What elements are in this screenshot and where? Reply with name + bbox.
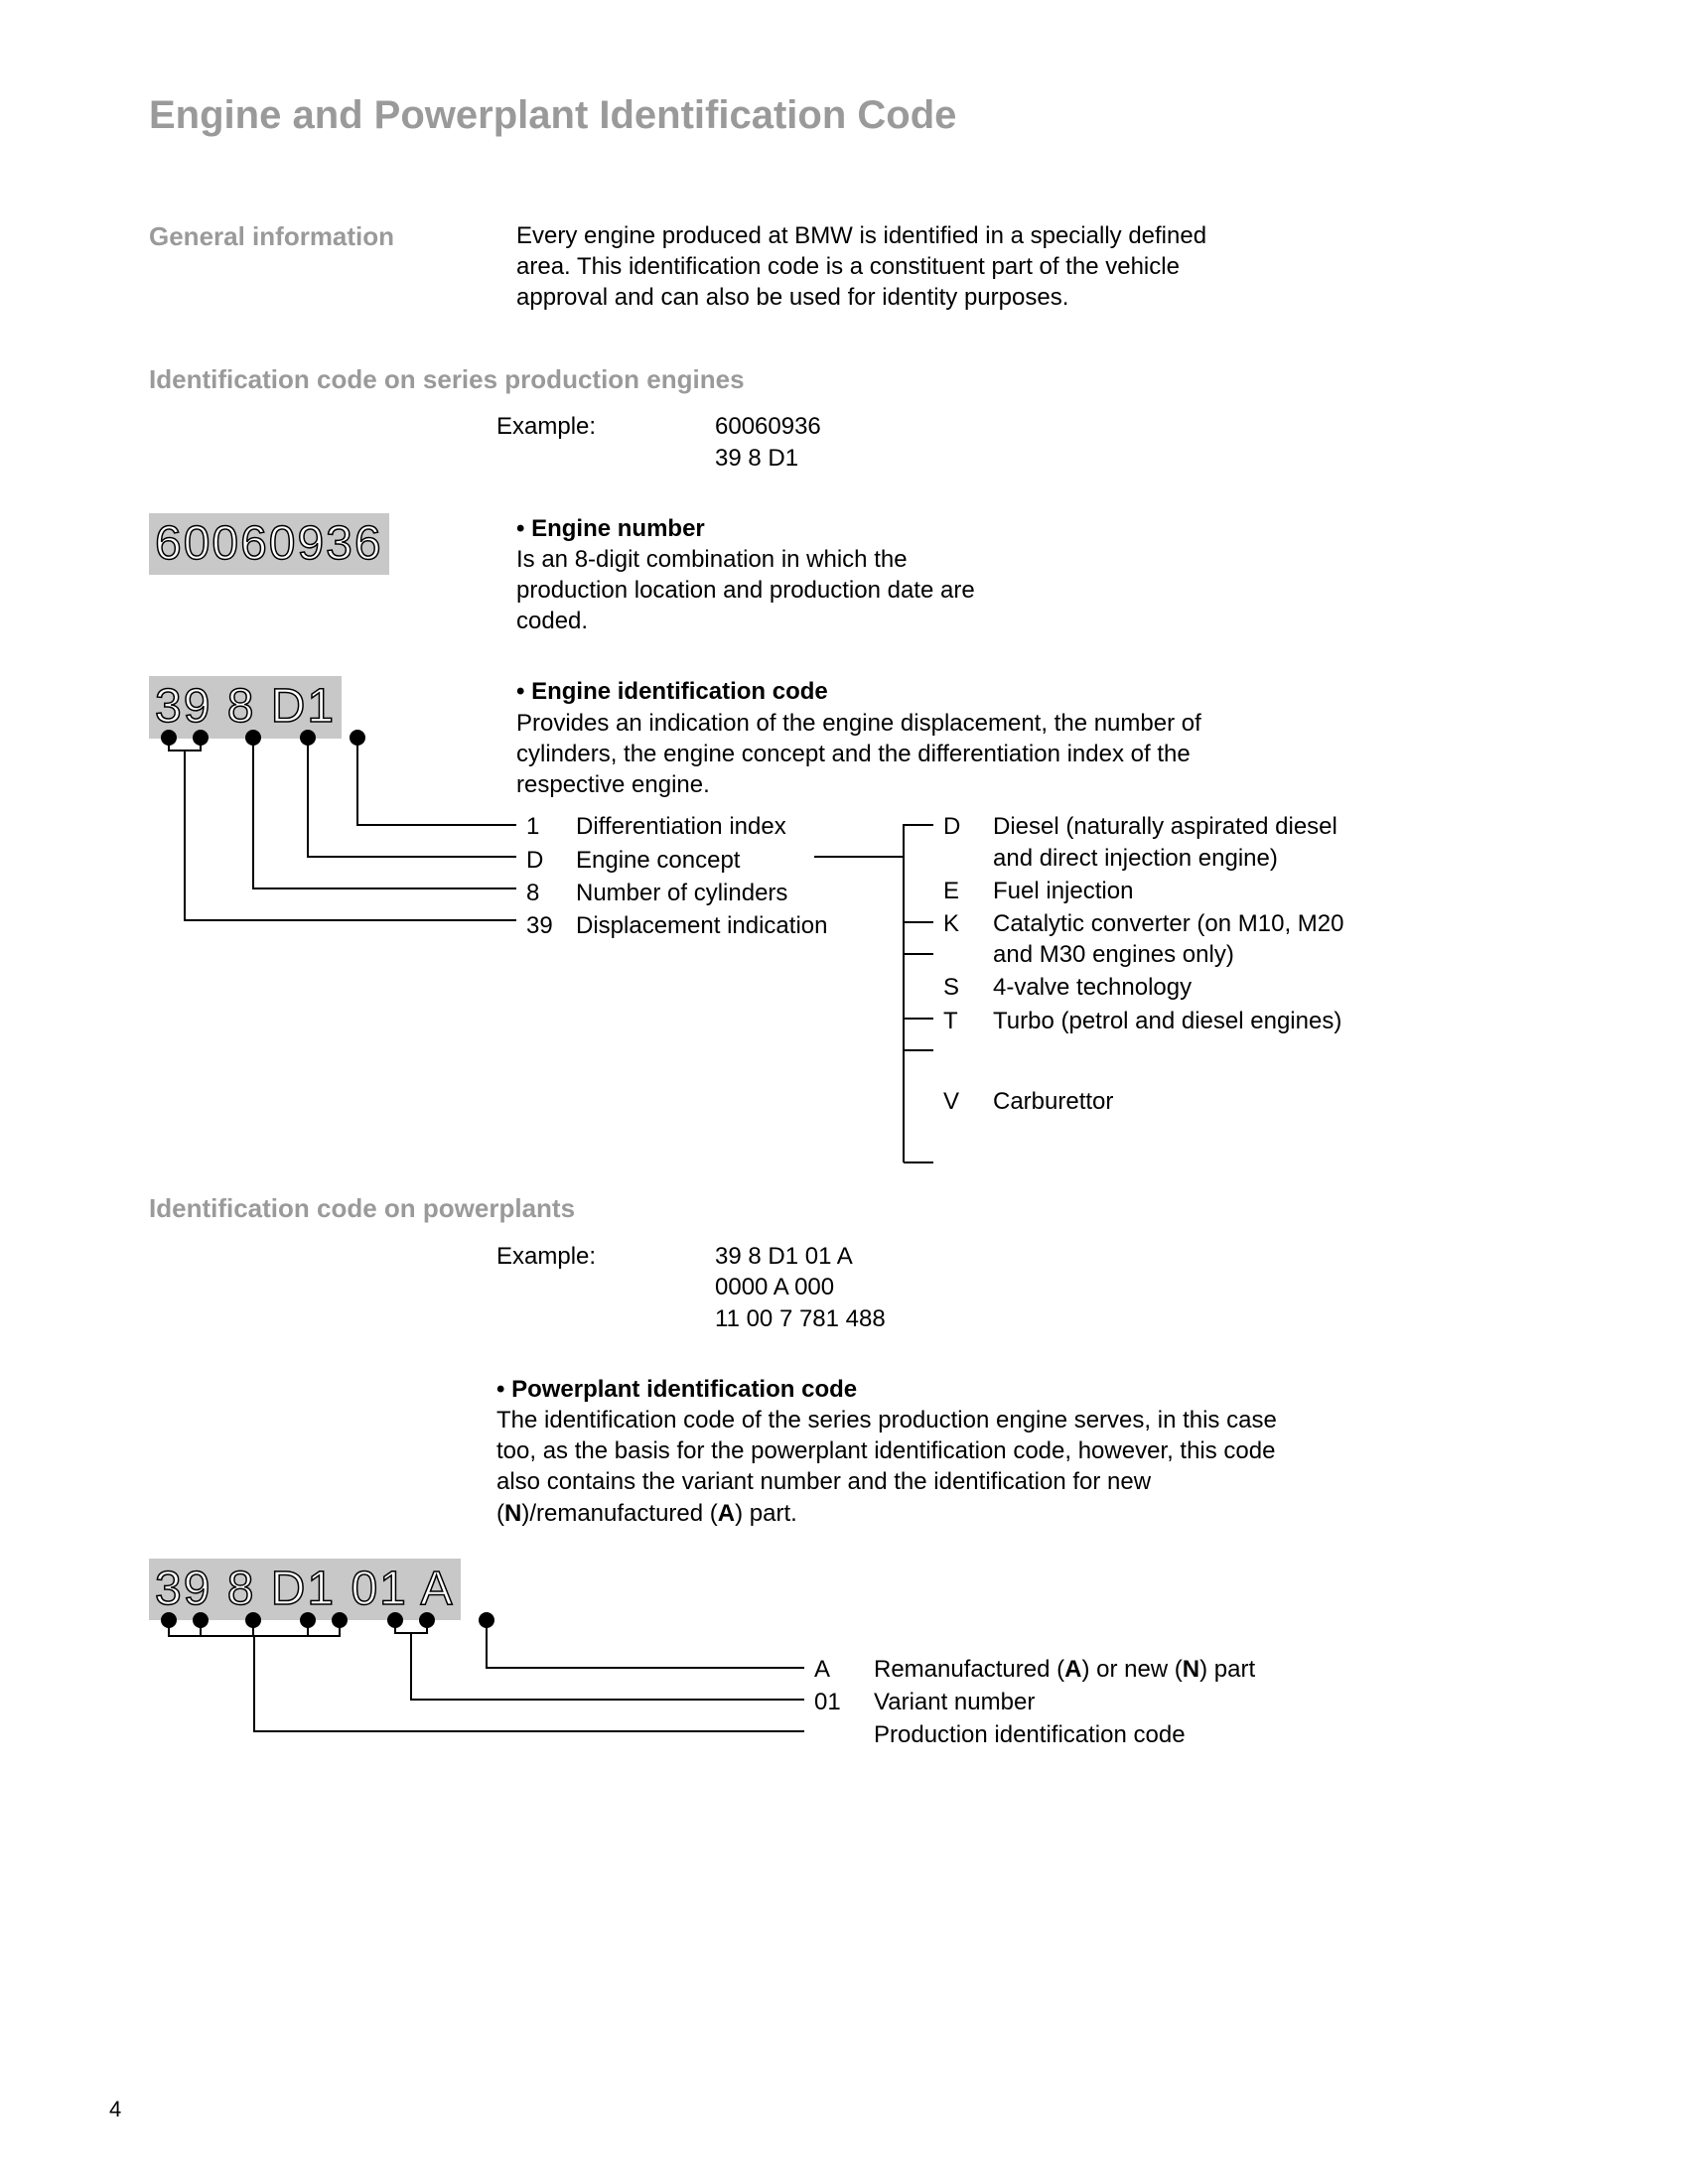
bold-n: N [504,1500,521,1527]
engine-id-right-legend: DDiesel (naturally aspirated diesel and … [943,811,1360,1119]
leg-val: Production identification code [874,1719,1370,1750]
leg-val: Displacement indication [576,910,904,941]
leg-key: D [526,845,576,876]
pp-example-label: Example: [496,1241,715,1334]
example-value-2: 39 8 D1 [715,443,821,474]
leg-key: E [943,876,993,906]
leg-key: S [943,972,993,1003]
page-title: Engine and Powerplant Identification Cod… [149,89,1539,141]
leg-key: D [943,811,993,873]
pp-id-title: • Powerplant identification code [496,1374,1311,1405]
pp-code: 39 8 D1 01 A [149,1559,461,1620]
leg-key: 1 [526,811,576,842]
pp-example-1: 39 8 D1 01 A [715,1241,886,1272]
bold-a: A [1064,1656,1081,1683]
leg-key: 01 [814,1687,874,1717]
engine-id-body: Provides an indication of the engine dis… [516,708,1241,801]
powerplant-heading: Identification code on powerplants [149,1192,1539,1226]
pp-id-body: The identification code of the series pr… [496,1405,1311,1529]
leg-val: Turbo (petrol and diesel engines) [993,1006,1360,1036]
engine-number-code: 60060936 [149,513,389,575]
leg-val: Variant number [874,1687,1370,1717]
example-label: Example: [496,411,715,473]
leg-key: T [943,1006,993,1036]
leg-val: Fuel injection [993,876,1360,906]
general-heading: General information [149,220,516,254]
engine-number-title: • Engine number [516,513,1539,544]
leg-key: A [814,1654,874,1685]
engine-id-code: 39 8 D1 [149,676,342,738]
text-span: ) part [1199,1656,1255,1683]
example-value-1: 60060936 [715,411,821,442]
text-span: ) part. [735,1500,797,1527]
leg-key: K [943,908,993,970]
bold-n: N [1183,1656,1199,1683]
leg-val: Diesel (naturally aspirated diesel and d… [993,811,1360,873]
pp-example-2: 0000 A 000 [715,1272,886,1302]
text-span: )/remanufactured ( [521,1500,717,1527]
bold-a: A [718,1500,735,1527]
engine-number-body: Is an 8-digit combination in which the p… [516,544,1013,637]
engine-id-title: • Engine identification code [516,676,1241,707]
page-number: 4 [109,2096,121,2124]
leg-key: 8 [526,878,576,908]
text-span: Remanufactured ( [874,1656,1064,1683]
leg-val: Carburettor [993,1086,1360,1117]
leg-val: Differentiation index [576,811,904,842]
leg-val: Engine concept [576,845,904,876]
leg-key: 39 [526,910,576,941]
leg-key [814,1719,874,1750]
general-body: Every engine produced at BMW is identifi… [516,220,1231,314]
leg-val: Remanufactured (A) or new (N) part [874,1654,1370,1685]
leg-val: Number of cylinders [576,878,904,908]
pp-example-3: 11 00 7 781 488 [715,1303,886,1334]
leg-key: V [943,1086,993,1117]
leg-val: 4-valve technology [993,972,1360,1003]
series-heading: Identification code on series production… [149,363,1539,397]
leg-val: Catalytic converter (on M10, M20 and M30… [993,908,1360,970]
text-span: ) or new ( [1081,1656,1182,1683]
pp-legend: A Remanufactured (A) or new (N) part 01V… [814,1654,1370,1753]
engine-id-left-legend: 1Differentiation index DEngine concept 8… [526,811,904,943]
